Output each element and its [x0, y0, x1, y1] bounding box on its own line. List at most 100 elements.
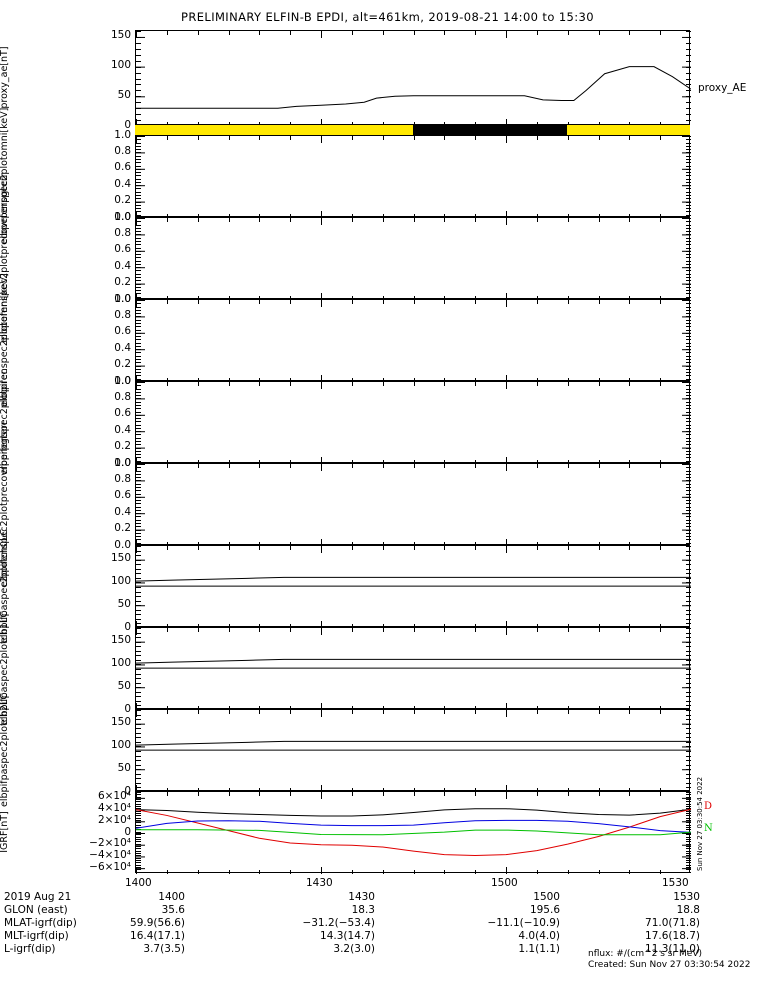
- panel-plot-area-pef-en-omni: [136, 136, 691, 218]
- ytick-pif-en-prec: 0.8: [114, 390, 131, 403]
- panel-pif-pa-ch1lc: [135, 627, 691, 710]
- ytick-pif-en-precovrperp-gterr: 0.2: [114, 522, 131, 535]
- ytick-pif-pa-ch2lc: 0: [124, 784, 131, 797]
- ytick-pif-en-precovrperp-gterr: 0.4: [114, 505, 131, 518]
- panel-pif-en-precovrperp-gterr: [135, 463, 691, 546]
- footnotes: nflux: #/(cm^2 s sr MeV) Created: Sun Nov…: [588, 949, 750, 971]
- panel-plot-area-pif-pa-ch1lc: [136, 628, 691, 710]
- yaxis-label-line: spec2plot: [0, 640, 10, 687]
- ytick-pif-en-prec: 1.0: [114, 374, 131, 387]
- ytick-pif-pa-ch0lc: 0: [124, 620, 131, 633]
- ytick-pef-en-omni: 0.6: [114, 161, 131, 174]
- ytick-pif-en-omni: 0.8: [114, 308, 131, 321]
- ytick-pef-en-omni: 0.8: [114, 144, 131, 157]
- ytick-pif-en-omni: 0.0: [114, 374, 131, 387]
- ephemeris-value-time: 1400: [158, 891, 185, 903]
- xtick-label: 1400: [125, 877, 152, 889]
- yaxis-label-line: spec2plot: [0, 558, 10, 605]
- yaxis-label-pif-pa-ch2lc: elb pif pa spec2plot ch2LC: [0, 693, 10, 807]
- panel-plot-area-pef-en-precovrperp-gterr: [136, 218, 691, 300]
- ephemeris-value-l: 1.1(1.1): [518, 943, 560, 955]
- ytick-pef-en-omni: 0.2: [114, 194, 131, 207]
- ephemeris-column: 1530 18.8 71.0(71.8) 17.6(18.7) 11.3(11.0): [0, 891, 700, 956]
- ytick-pif-en-prec: 0.6: [114, 407, 131, 420]
- ytick-pif-en-prec: 0.4: [114, 423, 131, 436]
- panel-plot-area-pif-en-omni: [136, 300, 691, 382]
- panel-plot-area-pif-pa-ch0lc: [136, 546, 691, 628]
- series-pif-pa-ch0lc-0: [136, 576, 691, 582]
- igrf-legend-igrf_n: N: [704, 823, 713, 834]
- ytick-pef-en-precovrperp-gterr: 0.4: [114, 259, 131, 272]
- orbit-status-bar-segment: [412, 125, 567, 135]
- ephemeris-column: 1430 18.3 −31.2(−53.4) 14.3(14.7) 3.2(3.0): [0, 891, 375, 956]
- ytick-proxy-ae: 150: [110, 29, 131, 42]
- series-pif-pa-ch2lc-0: [136, 740, 691, 746]
- panel-pef-en-omni: [135, 135, 691, 218]
- ephemeris-value-mlat: 71.0(71.8): [645, 917, 700, 929]
- ephemeris-value-time: 1500: [533, 891, 560, 903]
- ytick-pif-pa-ch0lc: 150: [110, 552, 131, 565]
- xtick-label: 1530: [662, 877, 689, 889]
- yaxis-label-line: [nT]: [0, 46, 10, 66]
- ytick-pef-en-precovrperp-gterr: 0.2: [114, 276, 131, 289]
- ytick-pif-pa-ch1lc: 50: [117, 679, 131, 692]
- yaxis-label-line: precovrperp: [0, 444, 10, 503]
- ytick-pef-en-omni: 0.4: [114, 177, 131, 190]
- yaxis-label-line: proxy_ae: [0, 65, 10, 109]
- ytick-pif-en-precovrperp-gterr: 0.8: [114, 472, 131, 485]
- ephemeris-row-label: L-igrf(dip): [4, 943, 56, 955]
- yaxis-label-line: [nT]: [0, 811, 10, 831]
- panel-igrf: [135, 791, 691, 874]
- nflux-note: nflux: #/(cm^2 s sr MeV): [588, 949, 702, 959]
- ytick-pif-pa-ch2lc: 50: [117, 761, 131, 774]
- ephemeris-value-glon: 18.8: [676, 904, 700, 916]
- proxy-ae-right-label: proxy_AE: [698, 82, 747, 94]
- ytick-igrf: −6×10⁴: [89, 860, 131, 873]
- panel-pif-en-prec: [135, 381, 691, 464]
- panel-plot-area-pif-en-precovrperp-gterr: [136, 464, 691, 546]
- xtick-label: 1430: [306, 877, 333, 889]
- yaxis-label-line: ch0LC: [0, 529, 10, 559]
- ephemeris-value-glon: 195.6: [529, 904, 560, 916]
- yaxis-label-line: IGRF: [0, 830, 10, 853]
- yaxis-label-igrf: IGRF [nT]: [0, 791, 10, 873]
- ytick-pif-en-precovrperp-gterr: 1.0: [114, 456, 131, 469]
- yaxis-label-line: [keV]: [0, 107, 10, 133]
- ytick-pef-en-precovrperp-gterr: 1.0: [114, 210, 131, 223]
- orbit-status-bar: [135, 125, 690, 135]
- ephemeris-value-mlt: 16.4(17.1): [130, 930, 185, 942]
- igrf-legend-igrf_d: D: [704, 801, 713, 812]
- ytick-proxy-ae: 0: [124, 118, 131, 131]
- yaxis-label-line: precovrperp: [0, 196, 10, 255]
- ytick-igrf: 4×10⁴: [97, 802, 131, 815]
- series-igrf-0: [136, 808, 691, 817]
- yaxis-label-line: pa: [0, 768, 10, 781]
- ytick-pef-en-precovrperp-gterr: 0.8: [114, 226, 131, 239]
- panel-plot-area-proxy-ae: [136, 31, 691, 126]
- ytick-pif-pa-ch0lc: 50: [117, 597, 131, 610]
- ytick-igrf: 2×10⁴: [97, 813, 131, 826]
- ytick-pif-en-precovrperp-gterr: 0.0: [114, 538, 131, 551]
- yaxis-label-line: ch1LC: [0, 611, 10, 641]
- ytick-pif-en-omni: 0.2: [114, 358, 131, 371]
- ytick-igrf: −4×10⁴: [89, 848, 131, 861]
- ephemeris-value-mlt: 17.6(18.7): [645, 930, 700, 942]
- ephemeris-row-labels: 2019 Aug 21 GLON (east) MLAT-igrf(dip) MLT-…: [4, 891, 77, 956]
- ytick-pif-pa-ch1lc: 0: [124, 702, 131, 715]
- ephemeris-row-label: MLAT-igrf(dip): [4, 917, 77, 929]
- ephemeris-value-mlat: 59.9(56.6): [130, 917, 185, 929]
- ephemeris-value-l: 3.2(3.0): [333, 943, 375, 955]
- ephemeris-row-label: 2019 Aug 21: [4, 891, 72, 903]
- panel-pif-en-omni: [135, 299, 691, 382]
- series-igrf-3: [136, 829, 691, 836]
- panel-plot-area-pif-pa-ch2lc: [136, 710, 691, 792]
- ephemeris-value-time: 1430: [348, 891, 375, 903]
- ephemeris-row-label: MLT-igrf(dip): [4, 930, 69, 942]
- ytick-pif-pa-ch0lc: 100: [110, 574, 131, 587]
- series-igrf-2: [136, 819, 691, 833]
- series-proxy-ae-0: [136, 66, 691, 109]
- panel-proxy-ae: [135, 30, 691, 126]
- ytick-pif-pa-ch1lc: 100: [110, 656, 131, 669]
- ytick-igrf: −2×10⁴: [89, 837, 131, 850]
- panel-pif-pa-ch2lc: [135, 709, 691, 792]
